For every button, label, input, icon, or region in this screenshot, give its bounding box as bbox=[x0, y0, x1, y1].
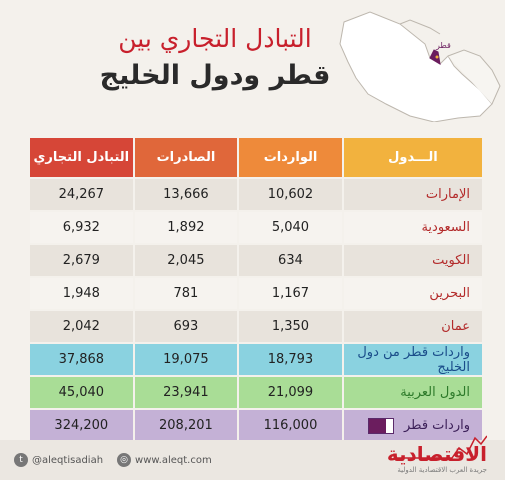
brand-line-graphic bbox=[397, 435, 487, 459]
twitter-handle[interactable]: t @aleqtisadiah bbox=[14, 453, 103, 467]
row-country: البحرين bbox=[343, 278, 482, 309]
row-trade: 2,679 bbox=[30, 245, 133, 276]
row-trade: 6,932 bbox=[30, 212, 133, 243]
header-imports: الواردات bbox=[239, 138, 342, 177]
brand-logo: الاقتصادية جريدة العرب الاقتصادية الدولي… bbox=[387, 435, 487, 474]
header-exports: الصادرات bbox=[134, 138, 238, 177]
qatar-flag-icon bbox=[368, 417, 394, 434]
row-imports: 634 bbox=[239, 245, 342, 276]
table-row: الكويت 634 2,045 2,679 bbox=[30, 245, 482, 276]
row-imports: 5,040 bbox=[239, 212, 342, 243]
qatar-total-row: واردات قطر 116,000 208,201 324,200 bbox=[30, 410, 482, 441]
row-exports: 23,941 bbox=[134, 377, 238, 408]
row-country: الكويت bbox=[343, 245, 482, 276]
row-exports: 19,075 bbox=[134, 344, 238, 375]
row-country: السعودية bbox=[343, 212, 482, 243]
table-header: الـــدول الواردات الصادرات التبادل التجا… bbox=[29, 138, 482, 177]
row-country: واردات قطر من دول الخليج bbox=[343, 344, 482, 375]
row-trade: 1,948 bbox=[30, 278, 133, 309]
row-trade: 37,868 bbox=[30, 344, 133, 375]
row-trade: 24,267 bbox=[30, 179, 133, 210]
arab-total-row: الدول العربية 21,099 23,941 45,040 bbox=[30, 377, 482, 408]
table-row: البحرين 1,167 781 1,948 bbox=[30, 278, 482, 309]
gulf-map: قطر bbox=[339, 11, 501, 122]
globe-icon: ◎ bbox=[117, 453, 132, 467]
row-imports: 10,602 bbox=[239, 179, 342, 210]
twitter-icon: t bbox=[14, 453, 28, 467]
brand-subtitle: جريدة العرب الاقتصادية الدولية bbox=[397, 466, 487, 474]
map-label-qatar: قطر bbox=[435, 41, 451, 50]
website-link[interactable]: ◎ www.aleqt.com bbox=[117, 453, 212, 467]
row-exports: 781 bbox=[134, 278, 238, 309]
table-row: الإمارات 10,602 13,666 24,267 bbox=[30, 179, 482, 210]
twitter-text: @aleqtisadiah bbox=[32, 454, 104, 466]
row-country-qatar: واردات قطر bbox=[343, 410, 482, 441]
row-exports: 1,892 bbox=[134, 212, 238, 243]
row-imports: 21,099 bbox=[239, 377, 342, 408]
row-exports: 693 bbox=[134, 311, 238, 342]
footer: t @aleqtisadiah ◎ www.aleqt.com الاقتصاد… bbox=[0, 435, 505, 480]
row-imports: 116,000 bbox=[239, 410, 342, 441]
row-country: واردات قطر bbox=[404, 418, 470, 433]
header-country: الـــدول bbox=[343, 138, 482, 177]
row-country: الإمارات bbox=[343, 179, 482, 210]
gulf-total-row: واردات قطر من دول الخليج 18,793 19,075 3… bbox=[30, 344, 482, 375]
row-imports: 1,350 bbox=[239, 311, 342, 342]
trade-table: الـــدول الواردات الصادرات التبادل التجا… bbox=[29, 138, 482, 441]
table-row: السعودية 5,040 1,892 6,932 bbox=[30, 212, 482, 243]
title-line-1: التبادل التجاري بين bbox=[118, 24, 312, 53]
table-row: عمان 1,350 693 2,042 bbox=[30, 311, 482, 342]
website-text: www.aleqt.com bbox=[135, 454, 212, 466]
title-line-2: قطر ودول الخليج bbox=[99, 60, 331, 91]
row-country: الدول العربية bbox=[343, 377, 482, 408]
row-exports: 208,201 bbox=[134, 410, 238, 441]
row-trade: 324,200 bbox=[30, 410, 133, 441]
row-country: عمان bbox=[343, 311, 482, 342]
title-block: التبادل التجاري بين قطر ودول الخليج bbox=[80, 22, 350, 96]
row-imports: 18,793 bbox=[239, 344, 342, 375]
header-trade: التبادل التجاري bbox=[29, 138, 133, 177]
row-trade: 2,042 bbox=[30, 311, 133, 342]
row-imports: 1,167 bbox=[239, 278, 342, 309]
row-exports: 13,666 bbox=[134, 179, 238, 210]
row-exports: 2,045 bbox=[134, 245, 238, 276]
row-trade: 45,040 bbox=[30, 377, 133, 408]
